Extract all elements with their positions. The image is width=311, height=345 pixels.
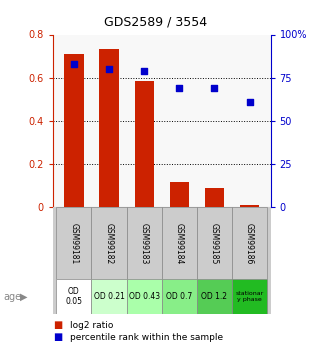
Text: log2 ratio: log2 ratio	[70, 321, 113, 330]
Text: GSM99185: GSM99185	[210, 223, 219, 264]
Text: OD 0.43: OD 0.43	[129, 292, 160, 301]
Bar	[91, 279, 127, 314]
Text: OD
0.05: OD 0.05	[65, 287, 82, 306]
Bar	[56, 207, 91, 279]
Text: OD 0.21: OD 0.21	[94, 292, 124, 301]
Bar	[134, 81, 154, 207]
Bar	[162, 207, 197, 279]
Text: OD 1.2: OD 1.2	[202, 292, 227, 301]
Bar	[64, 54, 84, 207]
Bar	[100, 49, 119, 207]
Text: GSM99181: GSM99181	[69, 223, 78, 264]
Bar	[127, 207, 162, 279]
Bar	[56, 279, 91, 314]
Point	[177, 85, 182, 91]
Point	[107, 66, 112, 72]
Bar	[169, 182, 189, 207]
Bar	[162, 279, 197, 314]
Bar	[197, 207, 232, 279]
Bar	[197, 279, 232, 314]
Text: GSM99184: GSM99184	[175, 223, 184, 264]
Bar	[232, 207, 267, 279]
Bar	[91, 207, 127, 279]
Bar	[232, 279, 267, 314]
Bar	[205, 188, 224, 207]
Text: GSM99183: GSM99183	[140, 223, 149, 264]
Text: GSM99186: GSM99186	[245, 223, 254, 264]
Text: OD 0.7: OD 0.7	[166, 292, 193, 301]
Point	[247, 99, 252, 105]
Text: stationar
y phase: stationar y phase	[235, 291, 264, 302]
Bar	[127, 279, 162, 314]
Text: percentile rank within the sample: percentile rank within the sample	[70, 333, 223, 342]
Text: ▶: ▶	[20, 292, 28, 302]
Point	[142, 68, 147, 73]
Point	[212, 85, 217, 91]
Bar	[240, 205, 259, 207]
Text: ■: ■	[53, 321, 62, 330]
Text: GSM99182: GSM99182	[104, 223, 114, 264]
Text: age: age	[3, 292, 21, 302]
Point	[72, 61, 77, 67]
Text: GDS2589 / 3554: GDS2589 / 3554	[104, 16, 207, 29]
Text: ■: ■	[53, 333, 62, 342]
